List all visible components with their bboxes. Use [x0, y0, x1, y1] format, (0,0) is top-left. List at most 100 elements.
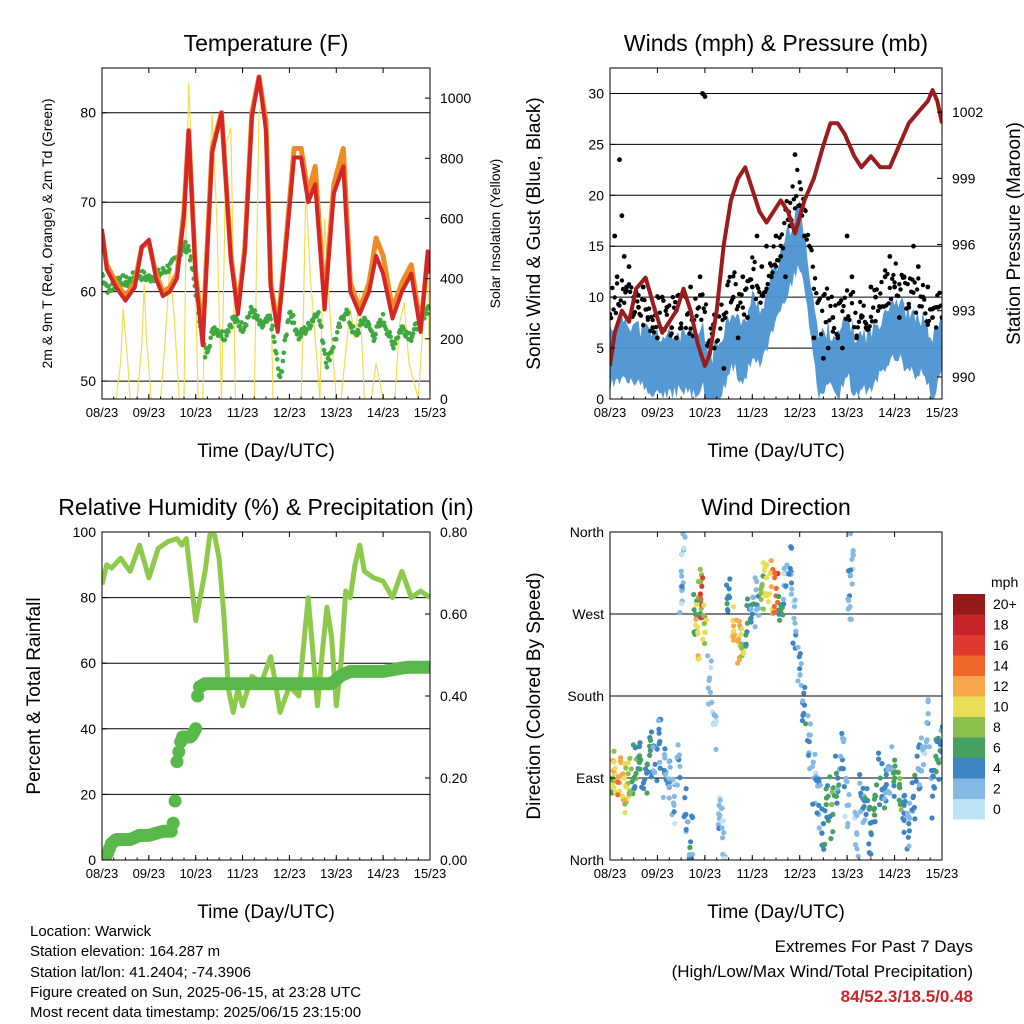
wind-direction-point	[719, 825, 725, 831]
wind-direction-point	[814, 810, 820, 816]
gust-point	[754, 233, 760, 239]
wind-direction-point	[700, 575, 706, 581]
gust-point	[740, 274, 746, 280]
wind-direction-point	[804, 738, 811, 744]
wind-direction-point	[731, 604, 737, 610]
x-tick-label: 12/23	[273, 866, 306, 881]
gust-point	[911, 290, 916, 295]
gust-point	[645, 317, 651, 322]
wind-direction-point	[657, 759, 663, 765]
wind-direction-point	[710, 721, 716, 728]
wind-direction-point	[919, 768, 925, 774]
wind-direction-point	[897, 801, 903, 807]
gust-point	[873, 294, 878, 300]
wind-direction-point	[722, 855, 728, 860]
gust-point	[911, 243, 916, 249]
wind-direction-point	[939, 724, 942, 730]
wind-direction-point	[686, 852, 693, 858]
humidity-line	[102, 532, 430, 715]
gust-point	[650, 325, 656, 331]
colorbar-swatch	[953, 614, 985, 635]
wind-direction-point	[891, 793, 897, 799]
wind-direction-point	[688, 839, 694, 845]
wind-direction-point	[681, 814, 687, 820]
gust-point	[849, 301, 855, 306]
wind-direction-point	[631, 774, 638, 780]
gust-point	[748, 277, 754, 282]
y-tick-label: East	[576, 770, 604, 786]
gust-point	[930, 315, 935, 320]
y-tick-label: 30	[588, 85, 604, 101]
gust-point	[626, 264, 632, 269]
gust-point	[855, 325, 860, 330]
wind-direction-point	[867, 804, 873, 810]
gust-point	[886, 301, 891, 306]
wind-direction-point	[749, 611, 755, 617]
wind-direction-point	[933, 753, 939, 760]
gust-point	[882, 268, 888, 273]
gust-point	[697, 274, 703, 280]
gust-point	[888, 296, 894, 302]
wind-direction-point	[691, 591, 697, 598]
wind-direction-point	[675, 742, 681, 748]
gust-point	[794, 194, 799, 199]
gust-point	[733, 282, 738, 287]
wind-direction-point	[685, 819, 691, 825]
dewpoint-point	[237, 324, 243, 329]
x-tick-label: 13/23	[831, 866, 864, 881]
dewpoint-point	[222, 337, 228, 343]
gust-point	[726, 279, 731, 284]
gust-point	[770, 270, 775, 275]
y-axis-label: 2m & 9m T (Red, Orange) & 2m Td (Green)	[39, 99, 55, 369]
wind-direction-point	[877, 775, 883, 781]
wind-direction-point	[611, 748, 617, 754]
wind-direction-point	[611, 759, 617, 765]
gust-point	[628, 289, 633, 295]
dewpoint-point	[337, 324, 343, 330]
gust-point	[725, 283, 730, 288]
x-tick-label: 09/23	[641, 405, 674, 420]
y2-tick-label: 996	[952, 237, 976, 253]
wind-direction-point	[889, 744, 895, 750]
colorbar-swatch	[953, 758, 985, 779]
wind-direction-point	[648, 774, 655, 780]
wind-direction-point	[854, 846, 860, 852]
gust-point	[923, 311, 928, 316]
wind-direction-point	[845, 820, 851, 827]
wind-direction-point	[875, 750, 882, 756]
y-tick-label: 0	[88, 852, 96, 868]
wind-direction-point	[918, 735, 925, 741]
dewpoint-point	[235, 319, 241, 324]
x-tick-label: 13/23	[320, 866, 353, 881]
gust-point	[702, 309, 708, 315]
gust-point	[914, 287, 920, 292]
wind-direction-point	[674, 754, 680, 760]
gust-point	[764, 286, 769, 291]
gust-point	[896, 315, 902, 320]
y-tick-label: 80	[80, 590, 96, 606]
gust-point	[769, 263, 774, 268]
solar-insolation-line	[102, 82, 430, 399]
precip-point	[189, 722, 203, 736]
wind-direction-point	[654, 746, 660, 752]
dewpoint-point	[320, 340, 326, 346]
dewpoint-point	[380, 312, 386, 317]
dewpoint-point	[291, 320, 297, 326]
dewpoint-point	[410, 331, 416, 336]
wind-direction-point	[819, 830, 825, 836]
wind-direction-point	[654, 778, 660, 784]
gust-point	[925, 284, 931, 290]
wind-direction-point	[871, 805, 878, 811]
gust-point	[784, 199, 789, 204]
wind-direction-point	[929, 793, 936, 799]
wind-direction-point	[823, 802, 829, 808]
colorbar-label: 18	[993, 617, 1009, 633]
wind-direction-point	[678, 568, 684, 574]
wind-direction-point	[629, 779, 635, 785]
y2-tick-label: 0.40	[440, 688, 467, 704]
gust-point	[659, 294, 665, 300]
wind-direction-point	[611, 784, 617, 790]
wind-direction-point	[671, 809, 677, 815]
gust-point	[887, 285, 892, 291]
wind-direction-point	[786, 571, 792, 577]
